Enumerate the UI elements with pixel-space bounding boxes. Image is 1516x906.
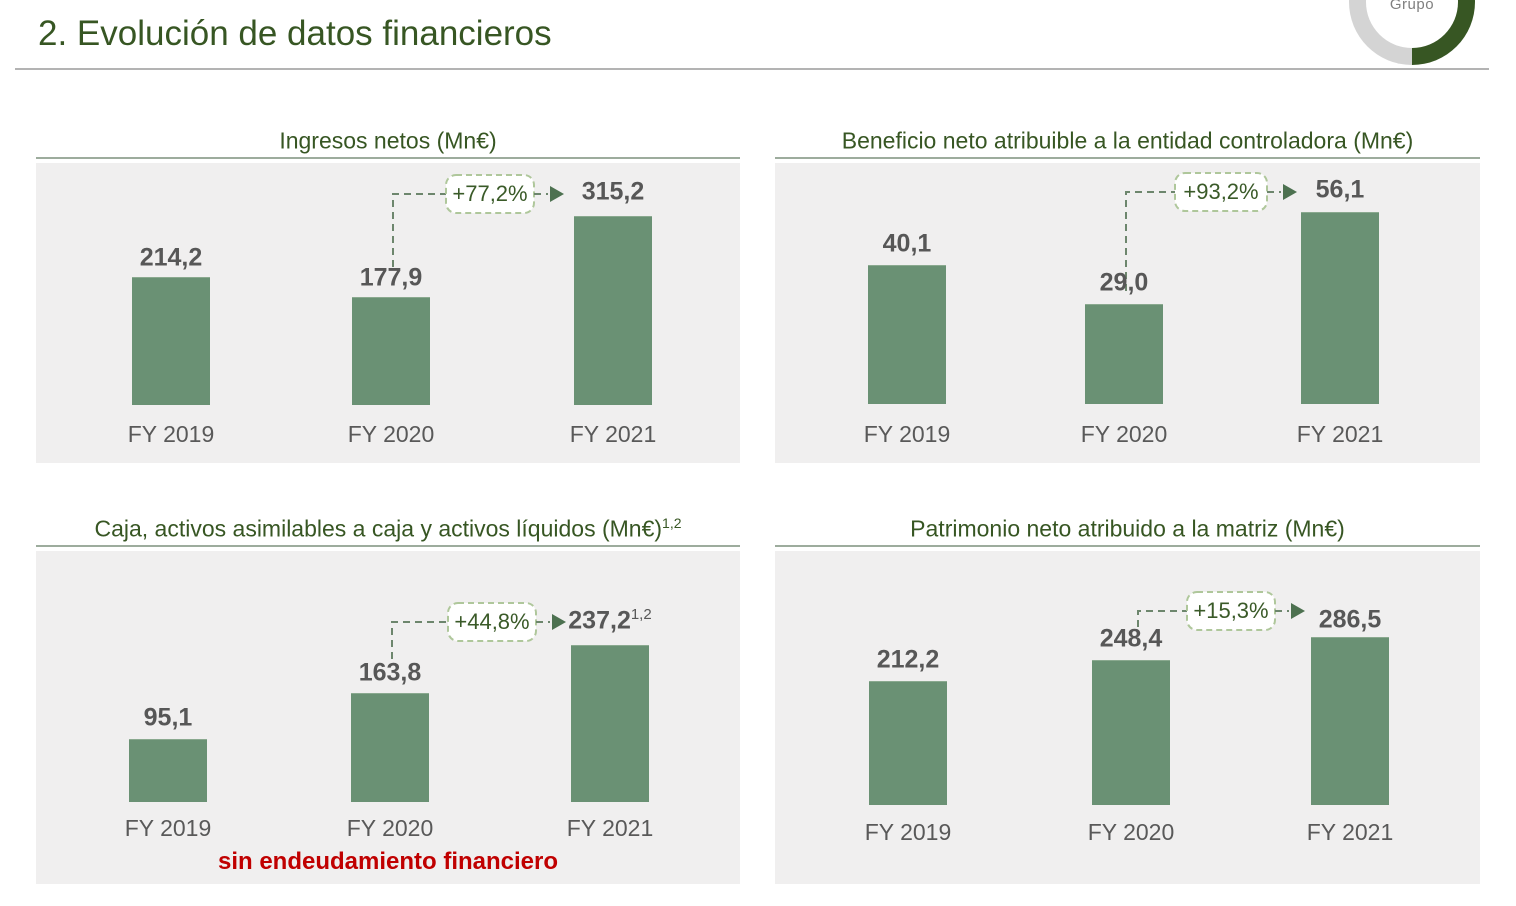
chart3-category-fy2021: FY 2021 [566,815,654,841]
chart4-growth-label: +15,3% [1193,598,1269,623]
dashed-connector-line [1137,610,1187,627]
chart2-bar-fy2019 [868,265,946,404]
chart4-value-fy2020: 248,4 [1081,624,1181,653]
growth-arrow-icon [550,186,564,202]
value-text: 177,9 [359,263,423,292]
chart4-plot-area: +15,3% 212,2 248,4 286,5 FY 2019 FY 2020… [775,551,1480,884]
chart3-bar-fy2019 [129,739,207,802]
logo-text: Grupo [1389,0,1435,13]
chart4-bar-fy2020 [1092,660,1170,805]
chart3-title: Caja, activos asimilables a caja y activ… [36,506,740,546]
value-text: 237,2 [568,606,631,635]
chart1-growth-annotation [392,174,564,267]
value-superscript: 1,2 [630,606,652,623]
chart3-category-fy2020: FY 2020 [346,815,434,841]
chart1-title-rule [36,157,740,159]
chart3-bar-fy2020 [351,693,429,802]
chart1-value-fy2019: 214,2 [121,243,221,272]
value-text: 214,2 [139,243,203,272]
chart3-value-fy2019: 95,1 [118,703,218,732]
dashed-connector-line [391,621,448,659]
chart3-bar-fy2021 [571,645,649,802]
chart4-bar-fy2021 [1311,637,1389,805]
chart1-title-text: Ingresos netos (Mn€) [279,127,497,154]
chart4-title: Patrimonio neto atribuido a la matriz (M… [775,506,1480,546]
company-logo-ring-icon: Grupo [1349,0,1475,65]
growth-arrow-icon [1283,184,1297,200]
chart1-bar-fy2020 [352,297,430,405]
chart4-bar-fy2019 [869,681,947,805]
value-text: 56,1 [1315,175,1365,204]
chart4-value-fy2019: 212,2 [858,645,958,674]
chart3-growth-label: +44,8% [454,609,530,634]
dashed-connector-line [392,193,446,267]
chart2-title-text: Beneficio neto atribuible a la entidad c… [841,127,1414,154]
chart3-growth-annotation [391,602,566,659]
chart2-growth-annotation [1125,172,1297,291]
chart1-plot-area: +77,2% 214,2 177,9 315,2 FY 2019 FY 2020… [36,163,740,463]
growth-arrow-icon [552,614,566,630]
title-divider [15,68,1489,70]
chart4-title-text: Patrimonio neto atribuido a la matriz (M… [910,515,1345,542]
chart2-category-fy2021: FY 2021 [1296,421,1384,447]
chart1-value-fy2020: 177,9 [341,263,441,292]
chart3-value-fy2020: 163,8 [340,658,440,687]
chart3-category-fy2019: FY 2019 [124,815,212,841]
value-text: 40,1 [882,229,932,258]
chart3-value-fy2021: 237,21,2 [560,606,660,635]
chart3-title-text: Caja, activos asimilables a caja y activ… [94,515,663,542]
chart4-category-fy2021: FY 2021 [1306,819,1394,845]
chart3-title-rule [36,545,740,547]
growth-arrow-icon [1291,603,1305,619]
value-text: 286,5 [1318,605,1382,634]
dashed-connector-line [1125,191,1175,291]
value-text: 315,2 [581,177,645,206]
chart4-growth-annotation [1137,591,1305,631]
chart1-growth-label: +77,2% [452,181,528,206]
chart4-category-fy2019: FY 2019 [864,819,952,845]
chart1-category-fy2021: FY 2021 [569,421,657,447]
value-text: 29,0 [1099,268,1149,297]
chart2-title-rule [775,157,1480,159]
chart3-footnote: sin endeudamiento financiero [217,848,559,875]
chart1-bar-fy2019 [132,277,210,405]
value-text: 248,4 [1099,624,1163,653]
chart2-value-fy2020: 29,0 [1074,268,1174,297]
chart1-bar-fy2021 [574,216,652,405]
value-text: 212,2 [876,645,940,674]
chart4-value-fy2021: 286,5 [1300,605,1400,634]
chart4-title-rule [775,545,1480,547]
chart1-category-fy2019: FY 2019 [127,421,215,447]
page-title: 2. Evolución de datos financieros [38,14,552,53]
chart3-plot-area: +44,8% 95,1 163,8 237,21,2 FY 2019 FY 20… [36,551,740,884]
chart2-value-fy2021: 56,1 [1290,175,1390,204]
chart1-category-fy2020: FY 2020 [347,421,435,447]
chart2-title: Beneficio neto atribuible a la entidad c… [775,118,1480,158]
value-text: 163,8 [358,658,422,687]
chart2-value-fy2019: 40,1 [857,229,957,258]
chart2-category-fy2020: FY 2020 [1080,421,1168,447]
chart2-category-fy2019: FY 2019 [863,421,951,447]
growth-annotation-box [1174,172,1268,212]
value-text: 95,1 [143,703,193,732]
chart2-growth-label: +93,2% [1183,179,1259,204]
chart1-value-fy2021: 315,2 [563,177,663,206]
chart3-title-superscript: 1,2 [662,515,682,531]
chart4-category-fy2020: FY 2020 [1087,819,1175,845]
chart2-bar-fy2020 [1085,304,1163,404]
chart1-title: Ingresos netos (Mn€) [36,118,740,158]
chart2-bar-fy2021 [1301,212,1379,404]
chart2-plot-area: +93,2% 40,1 29,0 56,1 FY 2019 FY 2020 FY… [775,163,1480,463]
